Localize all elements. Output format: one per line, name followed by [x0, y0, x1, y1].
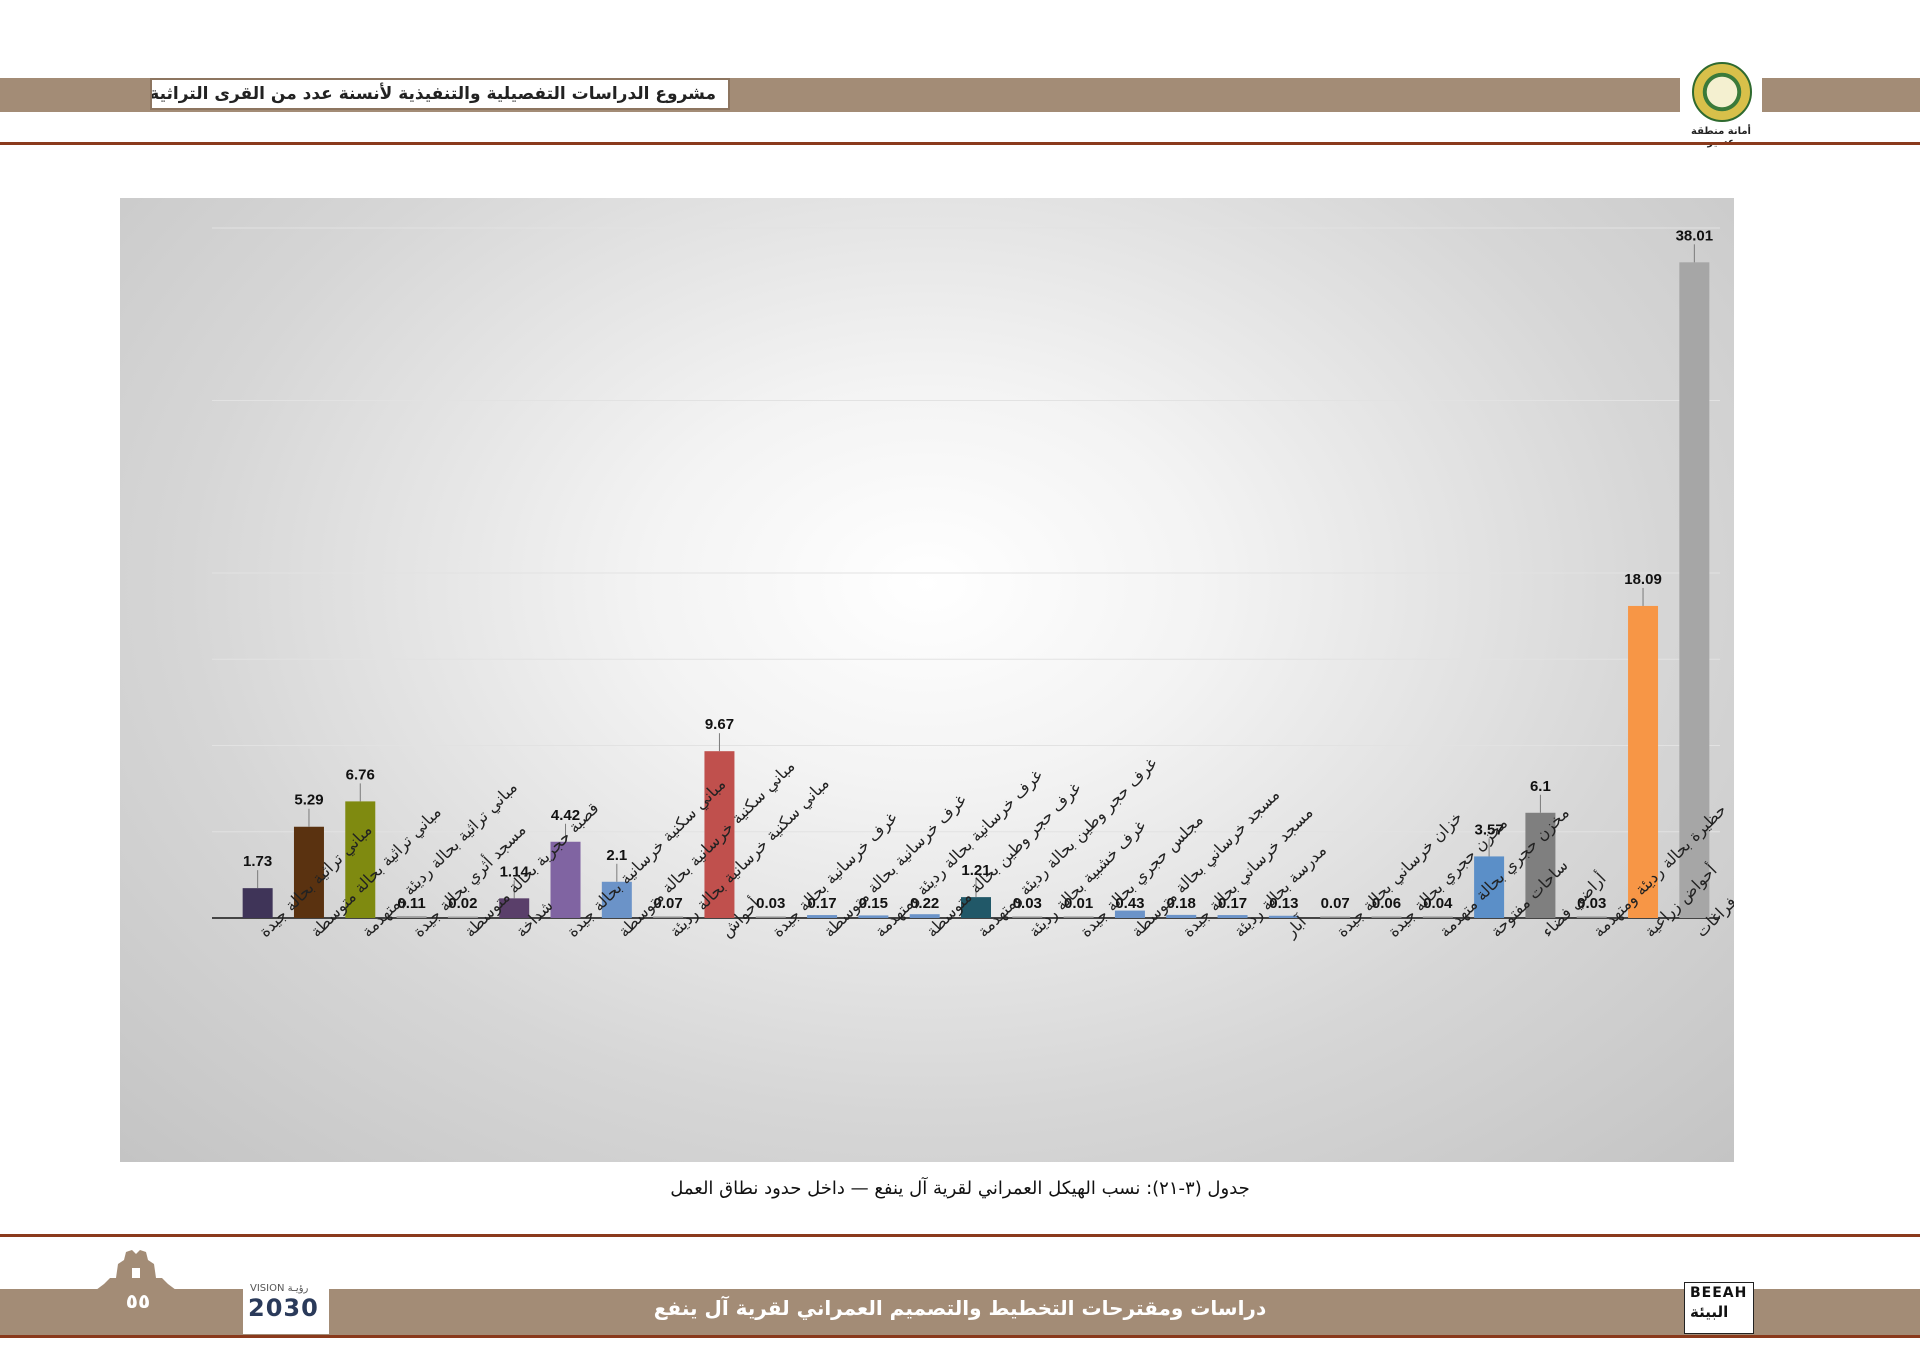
vision-label: VISION رؤيـة [250, 1283, 308, 1294]
data-label: 9.67 [705, 716, 734, 733]
footer-underline [0, 1335, 1920, 1338]
data-label: 1.73 [243, 853, 272, 870]
footer-divider [0, 1234, 1920, 1237]
chart-caption: جدول (٣-٢١): نسب الهيكل العمراني لقرية آ… [560, 1178, 1360, 1199]
asir-municipality-logo-icon [1692, 62, 1752, 122]
beeah-logo-ar: البيئة [1690, 1303, 1728, 1321]
data-label: 6.1 [1530, 778, 1551, 795]
page-number: ٥٥ [118, 1289, 158, 1313]
data-label: 5.29 [294, 792, 323, 809]
data-label: 38.01 [1676, 227, 1714, 244]
footer-title: دراسات ومقترحات التخطيط والتصميم العمران… [560, 1296, 1360, 1320]
data-label: 18.09 [1624, 571, 1662, 588]
chart-area: 1.73 5.29 6.76 0.11 0.02 1.14 4.42 2.1 0.07 9.67 0… [120, 198, 1734, 1162]
category-tick-label: مدرسة بحالة رديئة [1230, 841, 1331, 942]
data-label: 0.07 [1321, 895, 1350, 912]
data-label: 2.1 [606, 847, 627, 864]
project-title: مشروع الدراسات التفصيلية والتنفيذية لأنس… [150, 78, 730, 110]
data-label: 6.76 [346, 766, 375, 783]
vision-year: 2030 [248, 1294, 319, 1322]
castle-silhouette-icon [96, 1244, 176, 1290]
beeah-logo-en: BEEAH [1690, 1285, 1747, 1301]
header-divider [0, 142, 1920, 145]
bar-chart: 1.735.296.760.11 0.021.144.422.10.079.670… [120, 198, 1734, 1162]
